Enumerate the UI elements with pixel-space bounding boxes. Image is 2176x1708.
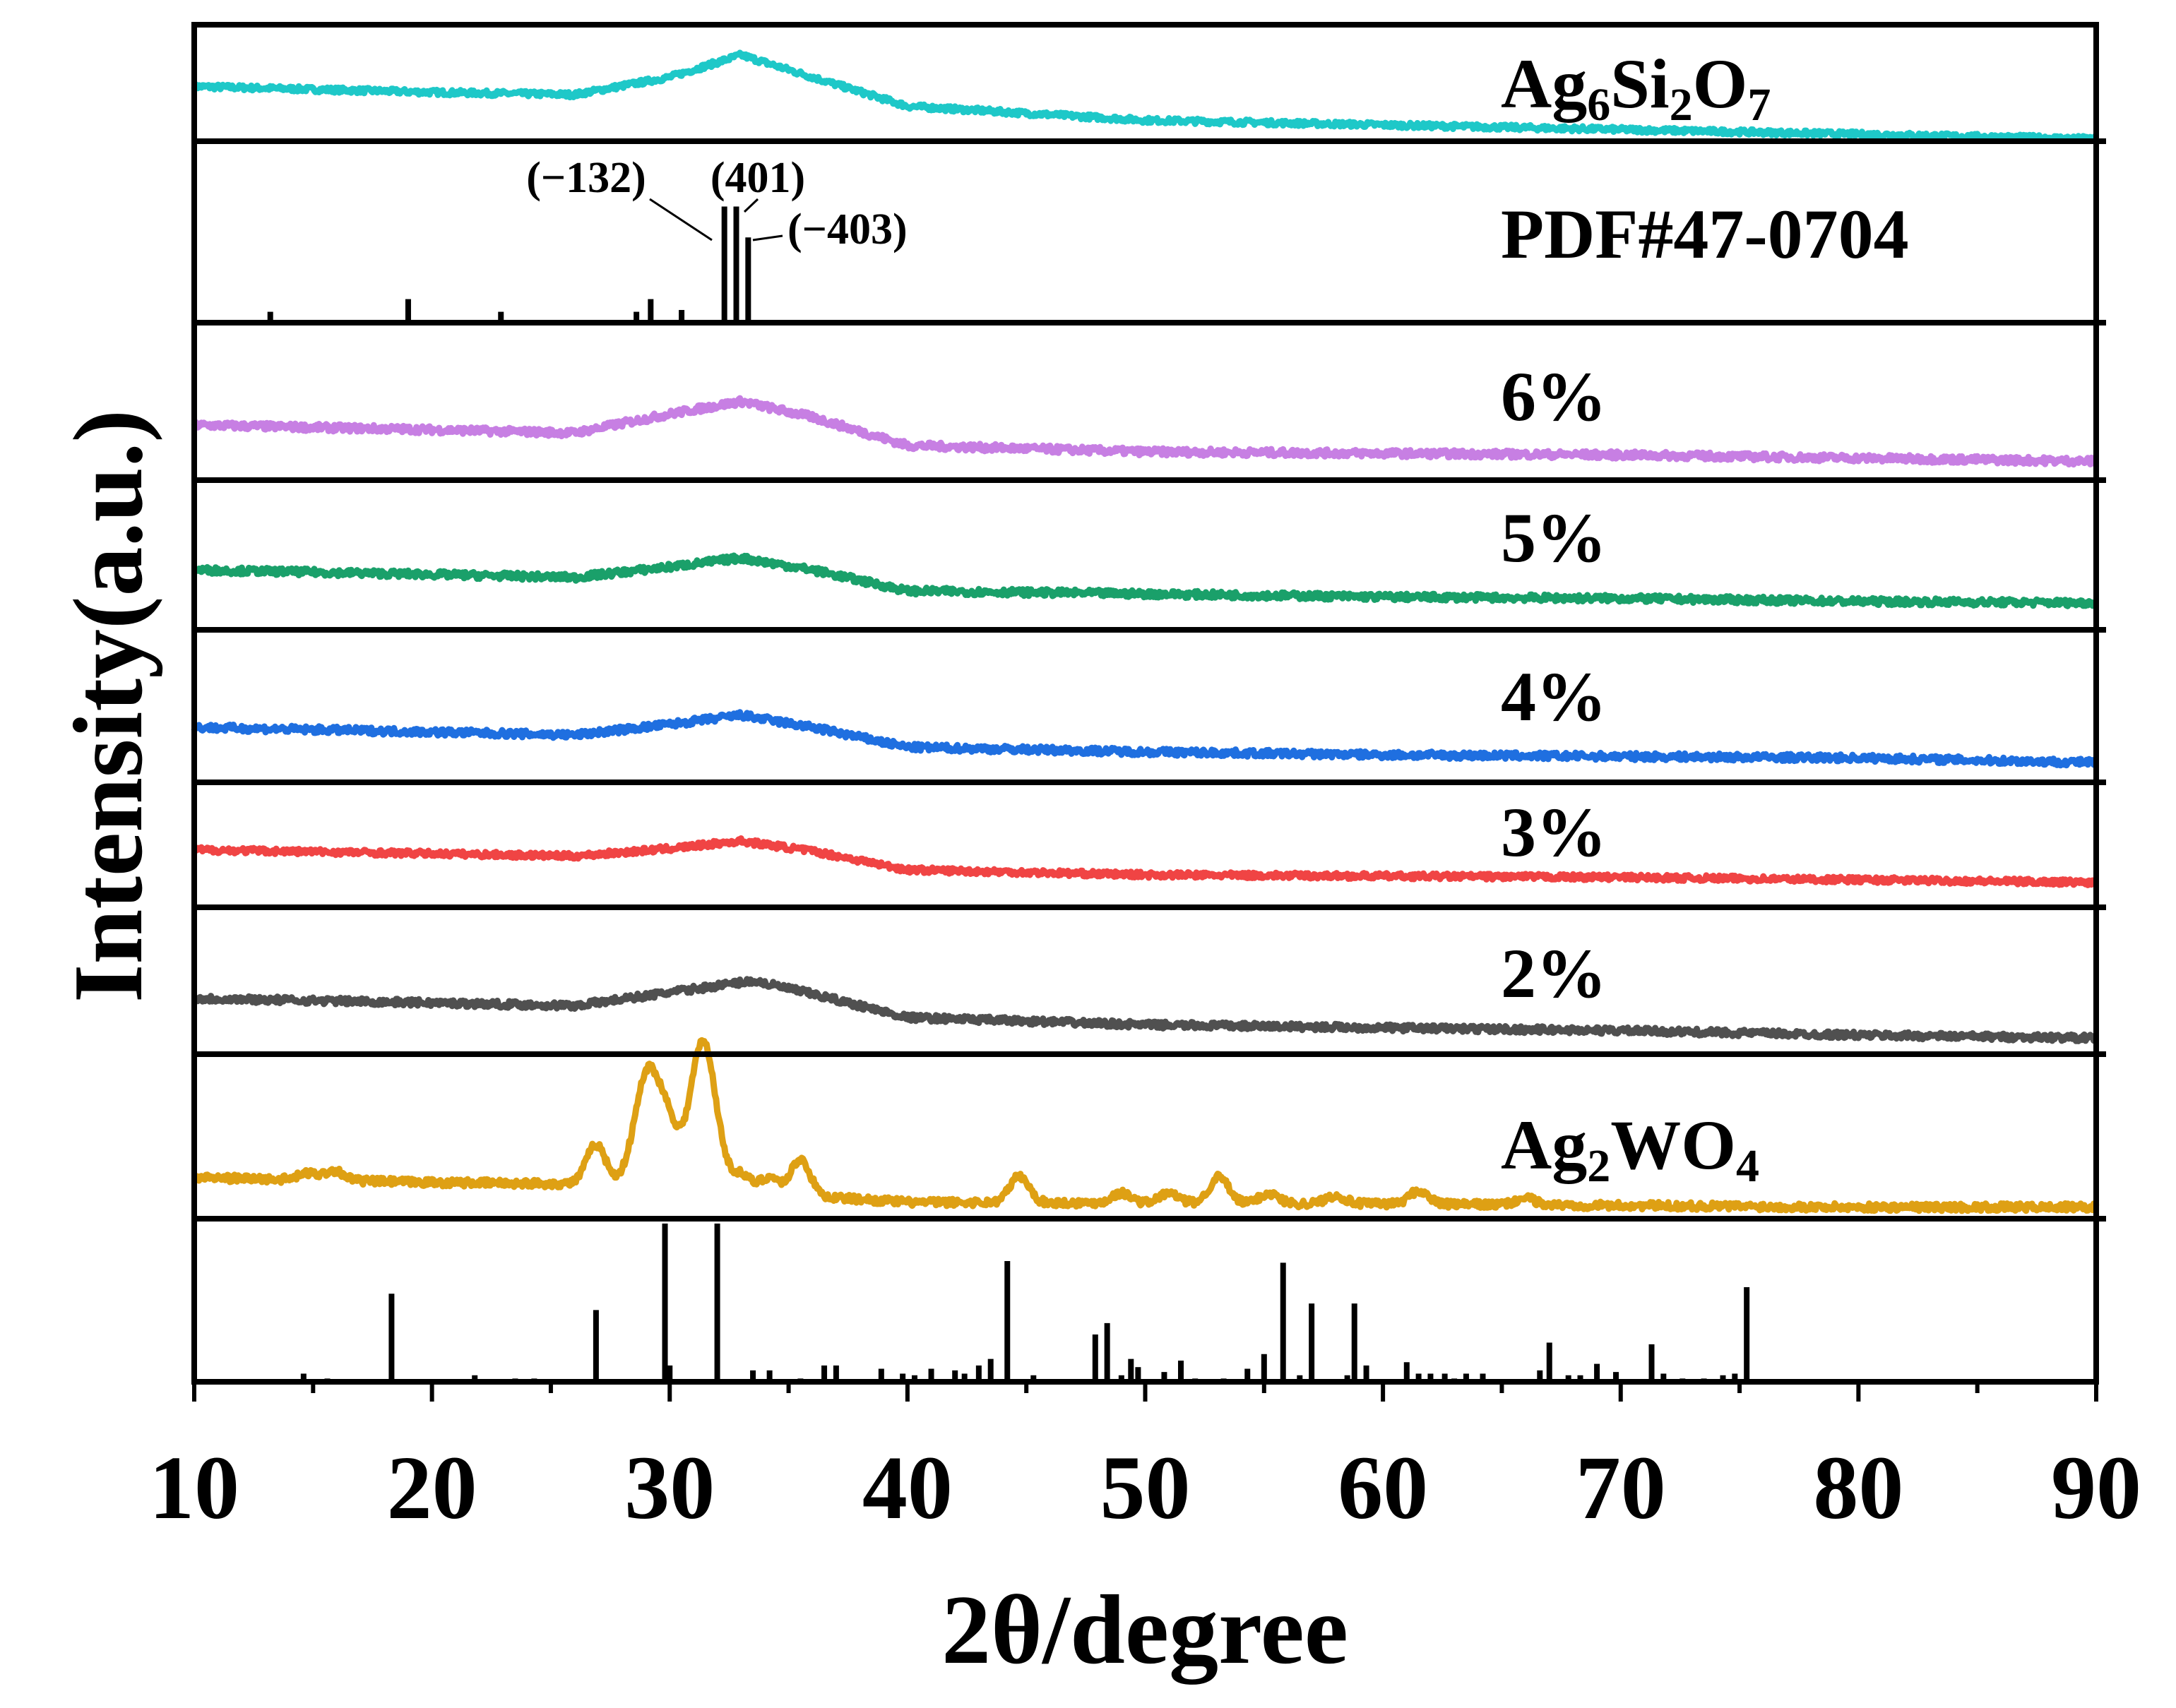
panel-8 xyxy=(300,1223,1750,1382)
panel-7: Ag2WO4 xyxy=(191,1037,2100,1214)
peak-annotation-0: (−132) xyxy=(526,154,646,202)
panel-2: 6% xyxy=(191,357,2100,468)
x-tick-label: 80 xyxy=(1813,1438,1903,1538)
series-label-7: Ag2WO4 xyxy=(1501,1106,1759,1192)
series-label-part: 4% xyxy=(1501,657,1607,736)
series-line-2 xyxy=(191,395,2100,468)
series-line-0 xyxy=(191,49,2100,144)
peak-annotation-1: (401) xyxy=(711,154,805,202)
x-tick-label: 50 xyxy=(1100,1438,1191,1538)
x-tick-label: 60 xyxy=(1338,1438,1428,1538)
peak-annotation-2: (−403) xyxy=(787,205,908,253)
series-label-3: 5% xyxy=(1501,498,1607,577)
series-label-part: 2 xyxy=(1587,1140,1610,1192)
panel-3: 5% xyxy=(192,498,2099,609)
x-tick-label: 90 xyxy=(2051,1438,2141,1538)
series-label-part: Ag xyxy=(1501,44,1587,123)
series-label-part: 3% xyxy=(1501,793,1607,871)
series-label-4: 4% xyxy=(1501,657,1607,736)
x-axis-label: 2θ/degree xyxy=(941,1575,1348,1685)
series-label-part: 4 xyxy=(1736,1140,1759,1192)
series-label-part: Si xyxy=(1610,44,1669,123)
series-label-part: 6 xyxy=(1587,79,1610,131)
axes-group: 10 20 30 40 50 60 70 80 90 xyxy=(149,22,2141,1538)
series-line-3 xyxy=(192,552,2099,609)
series-label-part: 7 xyxy=(1747,79,1771,131)
x-tick-label: 20 xyxy=(387,1438,477,1538)
series-label-1: PDF#47-0704 xyxy=(1501,195,1909,273)
x-tick-label: 70 xyxy=(1576,1438,1666,1538)
annotation-leader-0 xyxy=(649,198,713,241)
series-label-part: PDF#47-0704 xyxy=(1501,195,1909,273)
series-label-part: Ag xyxy=(1501,1106,1587,1184)
series-label-5: 3% xyxy=(1501,793,1607,871)
x-tick-label: 10 xyxy=(149,1438,239,1538)
series-label-0: Ag6Si2O7 xyxy=(1501,44,1771,131)
series-label-part: 6% xyxy=(1501,357,1607,436)
series-label-part: 2 xyxy=(1670,79,1693,131)
panel-4: 4% xyxy=(191,657,2098,769)
x-tick-label: 30 xyxy=(624,1438,715,1538)
series-label-part: 2% xyxy=(1501,934,1607,1013)
series-label-part: WO xyxy=(1610,1106,1736,1184)
series-line-6 xyxy=(192,976,2098,1044)
series-line-4 xyxy=(191,709,2098,769)
series-label-2: 6% xyxy=(1501,357,1607,436)
series-label-part: O xyxy=(1693,44,1748,123)
series-line-5 xyxy=(191,835,2100,888)
annotation-leader-2 xyxy=(752,234,783,241)
y-axis-label: Intensity(a.u.) xyxy=(54,410,163,1003)
panel-0: Ag6Si2O7 xyxy=(191,44,2100,144)
series-line-7 xyxy=(191,1037,2100,1214)
series-label-part: 5% xyxy=(1501,498,1607,577)
panel-6: 2% xyxy=(192,934,2098,1044)
series-label-6: 2% xyxy=(1501,934,1607,1013)
panel-5: 3% xyxy=(191,793,2100,888)
annotation-leader-1 xyxy=(743,198,759,213)
panel-1: PDF#47-0704 (−132) (401)(−403) xyxy=(267,154,1909,323)
x-tick-label: 40 xyxy=(862,1438,953,1538)
